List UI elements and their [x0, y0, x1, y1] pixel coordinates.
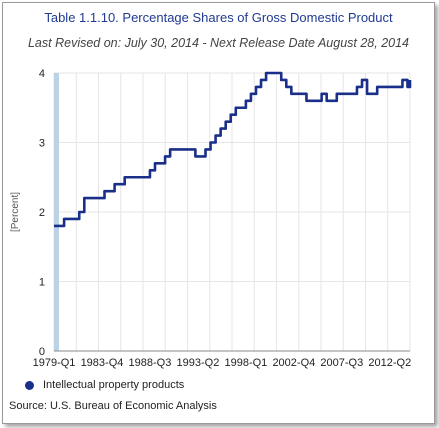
x-tick-label: 1993-Q2: [177, 357, 220, 369]
y-tick-label: 2: [39, 207, 45, 219]
x-tick-label: 1979-Q1: [33, 357, 76, 369]
chart-subtitle: Last Revised on: July 30, 2014 - Next Re…: [27, 36, 410, 50]
legend[interactable]: Intellectual property products: [25, 379, 184, 391]
x-tick-label: 2012-Q2: [368, 357, 411, 369]
x-tick-label: 1998-Q1: [224, 357, 267, 369]
y-tick-label: 4: [39, 68, 45, 80]
x-tick-label: 2002-Q4: [272, 357, 315, 369]
y-axis-band: [54, 73, 59, 351]
x-tick-label: 1988-Q3: [129, 357, 172, 369]
x-tick-label: 1983-Q4: [81, 357, 124, 369]
y-tick-label: 3: [39, 138, 45, 150]
x-tick-label: 2007-Q3: [320, 357, 363, 369]
line-chart: 0 1 2 3 4 [Percent] 1979-Q1 1983-Q4 1988-Q3 1993-…: [10, 68, 412, 369]
y-axis-label: [Percent]: [10, 192, 21, 232]
legend-label: Intellectual property products: [43, 379, 185, 391]
chart-title: Table 1.1.10. Percentage Shares of Gross…: [44, 10, 393, 25]
chart-frame: Table 1.1.10. Percentage Shares of Gross…: [2, 2, 435, 424]
y-tick-label: 1: [39, 277, 45, 289]
legend-marker-icon: [25, 380, 34, 390]
source-note: Source: U.S. Bureau of Economic Analysis: [9, 400, 217, 412]
y-tick-label: 0: [39, 346, 45, 358]
